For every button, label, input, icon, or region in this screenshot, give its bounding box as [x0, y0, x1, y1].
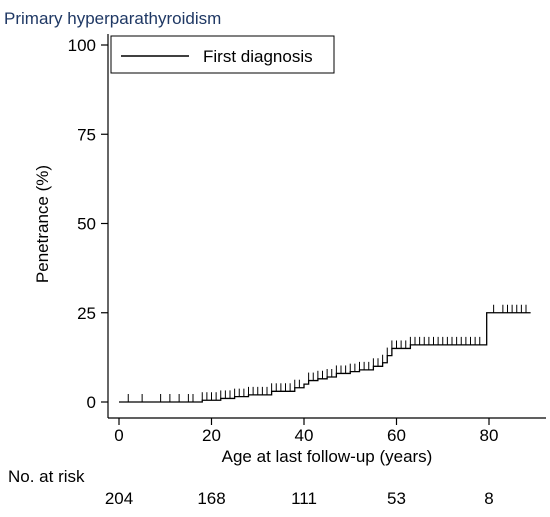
x-tick-label: 40	[295, 426, 314, 445]
y-tick-label: 25	[77, 304, 96, 323]
risk-count: 8	[484, 489, 493, 508]
legend: First diagnosis	[110, 35, 335, 74]
y-axis: 0 25 50 75 100	[68, 36, 108, 412]
plot-area	[107, 34, 546, 419]
x-axis: 0 20 40 60 80	[114, 418, 498, 445]
series-line-first-diagnosis	[119, 312, 531, 403]
y-tick-label: 50	[77, 215, 96, 234]
y-tick-label: 75	[77, 125, 96, 144]
y-tick-label: 0	[87, 393, 96, 412]
risk-table-label: No. at risk	[8, 467, 85, 486]
risk-table-counts: 204 168 111 53 8	[105, 489, 494, 508]
risk-count: 168	[197, 489, 225, 508]
y-tick-label: 100	[68, 36, 96, 55]
y-axis-title: Penetrance (%)	[33, 165, 52, 283]
legend-label-first-diagnosis: First diagnosis	[203, 47, 313, 66]
legend-box	[110, 35, 335, 74]
series-first-diagnosis	[119, 304, 531, 403]
x-axis-title: Age at last follow-up (years)	[222, 447, 433, 466]
censor-marks	[127, 304, 527, 402]
x-tick-label: 80	[480, 426, 499, 445]
risk-table: No. at risk 204 168 111 53 8	[8, 467, 494, 508]
x-tick-label: 0	[114, 426, 123, 445]
risk-count: 111	[291, 489, 317, 508]
risk-count: 204	[105, 489, 133, 508]
risk-count: 53	[387, 489, 406, 508]
chart-title: Primary hyperparathyroidism	[4, 9, 221, 28]
x-tick-label: 60	[387, 426, 406, 445]
x-tick-label: 20	[202, 426, 221, 445]
